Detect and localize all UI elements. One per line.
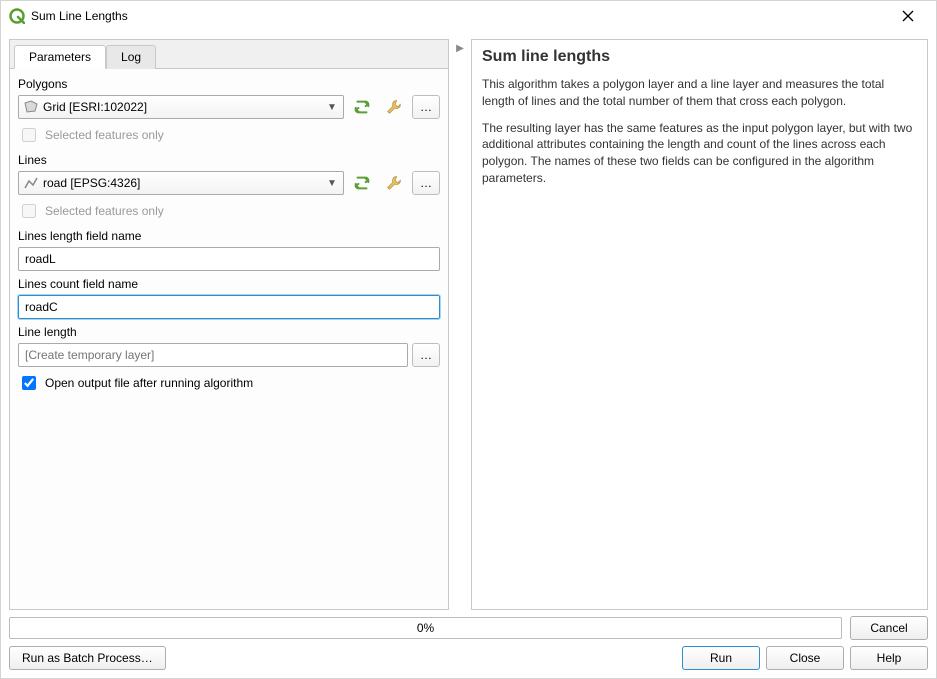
- output-row: …: [18, 343, 440, 367]
- help-button[interactable]: Help: [850, 646, 928, 670]
- dialog-content: Parameters Log Polygons Grid [ESRI:10202…: [1, 31, 936, 678]
- tab-log[interactable]: Log: [106, 45, 156, 69]
- advanced-lines-button[interactable]: [380, 171, 408, 195]
- chevron-down-icon: ▼: [325, 102, 339, 113]
- polygons-combo[interactable]: Grid [ESRI:102022] ▼: [18, 95, 344, 119]
- browse-lines-button[interactable]: …: [412, 171, 440, 195]
- progress-bar: 0%: [9, 617, 842, 639]
- lines-row: road [EPSG:4326] ▼: [18, 171, 440, 195]
- qgis-icon: [9, 8, 25, 24]
- tab-parameters[interactable]: Parameters: [14, 45, 106, 69]
- polygons-value: Grid [ESRI:102022]: [43, 100, 325, 114]
- polygon-layer-icon: [23, 99, 39, 115]
- advanced-polygons-button[interactable]: [380, 95, 408, 119]
- splitter-handle[interactable]: ▶: [455, 39, 465, 610]
- count-field-label: Lines count field name: [18, 277, 440, 291]
- ellipsis-icon: …: [420, 348, 432, 362]
- window-close-button[interactable]: [888, 1, 928, 31]
- wrench-icon: [385, 174, 403, 192]
- help-pane: Sum line lengths This algorithm takes a …: [471, 39, 928, 610]
- browse-output-button[interactable]: …: [412, 343, 440, 367]
- count-field-input[interactable]: [18, 295, 440, 319]
- polygons-row: Grid [ESRI:102022] ▼: [18, 95, 440, 119]
- main-split: Parameters Log Polygons Grid [ESRI:10202…: [9, 39, 928, 610]
- cancel-button[interactable]: Cancel: [850, 616, 928, 640]
- line-layer-icon: [23, 175, 39, 191]
- tab-bar: Parameters Log: [10, 40, 448, 69]
- length-field-label: Lines length field name: [18, 229, 440, 243]
- iterate-icon: [353, 98, 371, 116]
- lines-value: road [EPSG:4326]: [43, 176, 325, 190]
- run-batch-button[interactable]: Run as Batch Process…: [9, 646, 166, 670]
- progress-row: 0% Cancel: [9, 616, 928, 640]
- polygons-selected-only-checkbox[interactable]: [22, 128, 36, 142]
- close-icon: [902, 10, 914, 22]
- lines-label: Lines: [18, 153, 440, 167]
- polygons-label: Polygons: [18, 77, 440, 91]
- parameters-body: Polygons Grid [ESRI:102022] ▼: [10, 69, 448, 609]
- browse-polygons-button[interactable]: …: [412, 95, 440, 119]
- lines-selected-only-label: Selected features only: [45, 204, 164, 218]
- iterate-icon: [353, 174, 371, 192]
- polygons-selected-only-label: Selected features only: [45, 128, 164, 142]
- progress-text: 0%: [417, 621, 434, 635]
- chevron-down-icon: ▼: [325, 178, 339, 189]
- length-field-input[interactable]: [18, 247, 440, 271]
- window-title: Sum Line Lengths: [31, 9, 888, 23]
- bottom-button-row: Run as Batch Process… Run Close Help: [9, 646, 928, 670]
- lines-selected-only[interactable]: Selected features only: [18, 199, 440, 223]
- output-label: Line length: [18, 325, 440, 339]
- help-para-2: The resulting layer has the same feature…: [482, 120, 917, 187]
- output-input[interactable]: [18, 343, 408, 367]
- open-output-row[interactable]: Open output file after running algorithm: [18, 371, 440, 395]
- parameters-pane: Parameters Log Polygons Grid [ESRI:10202…: [9, 39, 449, 610]
- polygons-selected-only[interactable]: Selected features only: [18, 123, 440, 147]
- help-title: Sum line lengths: [482, 48, 917, 66]
- run-button[interactable]: Run: [682, 646, 760, 670]
- open-output-label: Open output file after running algorithm: [45, 376, 253, 390]
- iterate-lines-button[interactable]: [348, 171, 376, 195]
- titlebar: Sum Line Lengths: [1, 1, 936, 31]
- dialog-window: Sum Line Lengths Parameters Log Polygons: [0, 0, 937, 679]
- wrench-icon: [385, 98, 403, 116]
- open-output-checkbox[interactable]: [22, 376, 36, 390]
- ellipsis-icon: …: [420, 176, 432, 190]
- help-para-1: This algorithm takes a polygon layer and…: [482, 76, 917, 110]
- right-button-group: Run Close Help: [682, 646, 928, 670]
- lines-selected-only-checkbox[interactable]: [22, 204, 36, 218]
- ellipsis-icon: …: [420, 100, 432, 114]
- iterate-polygons-button[interactable]: [348, 95, 376, 119]
- lines-combo[interactable]: road [EPSG:4326] ▼: [18, 171, 344, 195]
- close-button[interactable]: Close: [766, 646, 844, 670]
